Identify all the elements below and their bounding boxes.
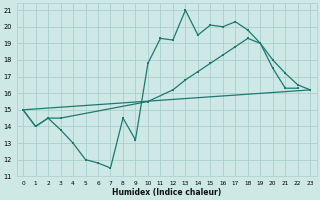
- X-axis label: Humidex (Indice chaleur): Humidex (Indice chaleur): [112, 188, 221, 197]
